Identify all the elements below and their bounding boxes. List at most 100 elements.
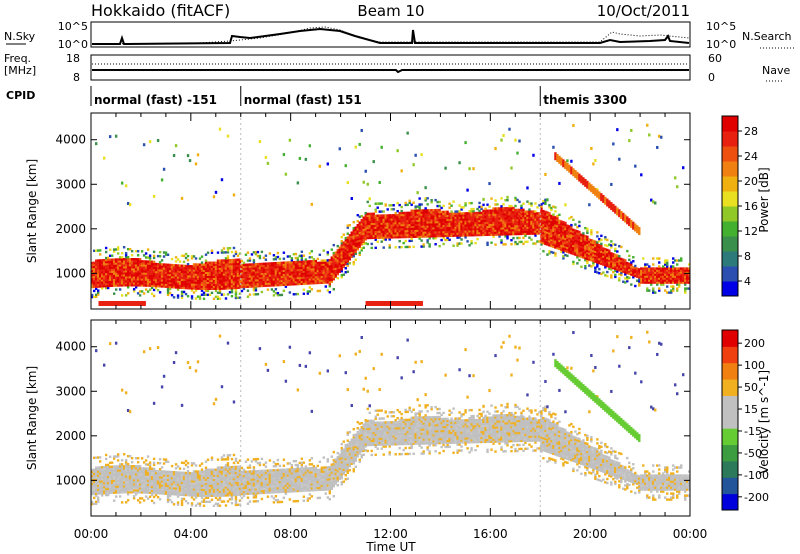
power-cell [330,272,333,275]
power-cell [572,246,575,250]
power-cell [144,268,148,271]
power-cell [250,273,254,276]
power-cell [106,282,110,286]
power-cell [238,268,242,271]
power-cell [260,274,264,278]
power-cell [120,276,124,279]
power-cell [562,251,565,254]
power-cell [508,204,511,208]
power-cell [350,247,353,250]
power-cell [488,182,491,186]
power-cell [365,300,423,306]
power-cell [186,266,190,270]
power-cell [258,256,262,260]
power-cell [476,229,479,233]
power-cell [592,186,595,195]
power-cell [588,252,591,255]
power-cell [556,240,559,244]
velocity-cell [116,471,120,474]
power-cell [194,162,198,166]
power-cell [658,287,661,290]
power-cell [574,231,577,234]
power-cell [354,252,357,255]
power-cell [312,265,316,269]
power-cell [436,228,439,232]
power-cell [544,226,547,230]
power-cell [544,220,547,224]
power-cell [638,268,641,271]
velocity-cell [91,472,94,476]
power-cell [350,253,353,256]
power-cell [560,228,563,231]
power-cell [244,279,248,283]
power-cell [300,264,304,267]
power-cell [452,216,455,219]
power-cell [324,273,328,276]
power-cell [412,219,415,222]
power-cell [560,234,563,237]
power-cell [354,240,357,243]
power-cell [280,279,284,283]
power-cell [446,226,449,230]
power-cell [486,233,489,237]
power-cell [674,267,677,270]
power-cell [124,252,128,255]
power-cell [458,226,461,229]
power-cell [558,247,561,251]
power-cell [166,293,170,297]
power-cell [378,222,381,225]
power-cell [604,238,607,241]
power-cell [520,206,523,210]
power-cell [582,177,585,186]
power-cell [278,281,282,285]
power-cell [310,262,314,265]
power-cell [564,243,567,247]
power-cell [352,233,355,236]
nsearch-label: N.Search [742,30,792,43]
power-cell [408,221,411,225]
power-cell [454,222,457,225]
power-cell [260,280,264,284]
power-cell [298,156,302,160]
power-cell [596,257,599,260]
power-cell [178,278,182,281]
power-cell [424,197,427,200]
power-cell [206,273,210,276]
power-cell [524,234,527,237]
power-cell [358,231,361,234]
velocity-cell [94,476,98,479]
power-cell [562,233,565,236]
power-cell [546,211,549,214]
power-cell [672,265,675,268]
power-cell [564,225,567,229]
power-cell [128,278,132,281]
power-cell [316,263,320,267]
power-cell [362,238,365,241]
power-cell [152,280,156,284]
power-cell [562,245,565,248]
power-cell [166,287,170,291]
velocity-cell [92,488,96,492]
power-cell [444,234,447,238]
power-cell [268,264,272,267]
power-cell [210,285,214,289]
power-cell [112,250,116,253]
power-cell [350,251,353,254]
power-cell [680,281,683,284]
power-cell [200,293,204,296]
power-cell [624,273,627,276]
velocity-cell [128,491,132,494]
power-cell [134,278,138,281]
power-cell [284,277,288,280]
power-cell [612,258,615,262]
power-cell [242,283,246,287]
power-cell [562,247,565,250]
power-cell [624,267,627,270]
power-cell [356,248,359,251]
velocity-cell [108,469,112,473]
power-cell [208,269,212,272]
velocity-cell [91,474,94,478]
power-cell [164,279,168,282]
power-cell [546,229,549,232]
power-cell [172,280,176,283]
